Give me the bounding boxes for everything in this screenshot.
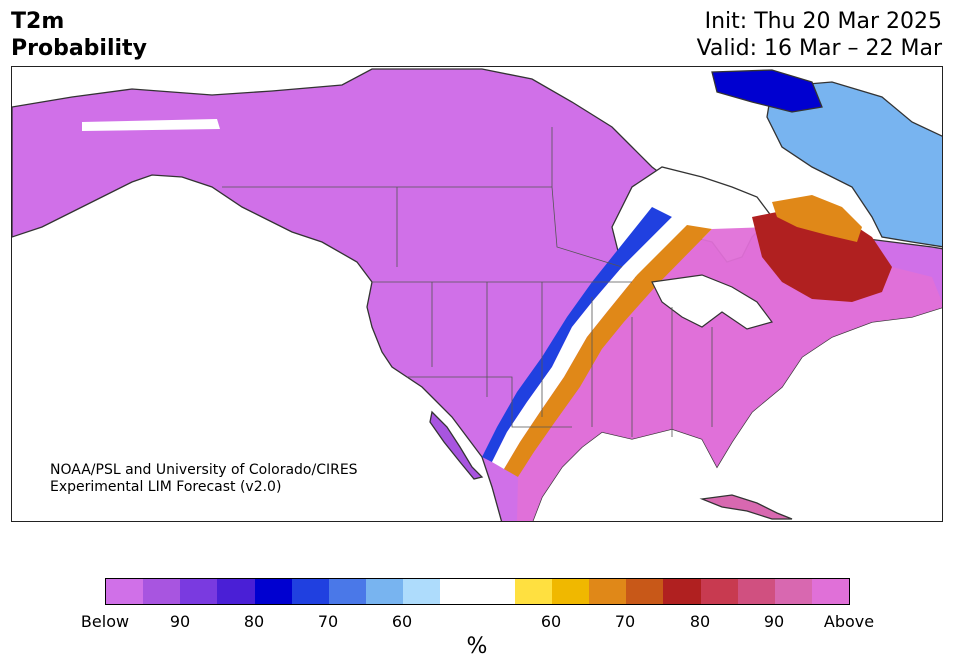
- probability-map: NOAA/PSL and University of Colorado/CIRE…: [11, 66, 943, 522]
- colorbar-segment: [217, 579, 255, 604]
- title-variable: T2m: [11, 9, 65, 34]
- chart-title: T2m Probability: [11, 8, 147, 62]
- transition-band-white: [492, 217, 687, 469]
- title-metric: Probability: [11, 36, 147, 61]
- arctic-white-patch: [82, 119, 220, 131]
- colorbar-segment: [551, 579, 590, 604]
- init-date: Init: Thu 20 Mar 2025: [704, 9, 942, 34]
- credit-line-2: Experimental LIM Forecast (v2.0): [50, 479, 282, 495]
- great-lakes: [651, 274, 774, 330]
- colorbar-segment: [403, 579, 441, 604]
- colorbar-segment: [663, 579, 701, 604]
- colorbar-segment: [737, 579, 775, 604]
- colorbar-tick-label: 90: [763, 612, 785, 631]
- transition-band-blue: [482, 207, 672, 462]
- quebec-core: [772, 195, 862, 242]
- colorbar-segment: [514, 579, 552, 604]
- colorbar-segment: [180, 579, 218, 604]
- colorbar-tick-label: 70: [614, 612, 636, 631]
- colorbar-segment: [106, 579, 144, 604]
- colorbar-tick-label: 60: [391, 612, 413, 631]
- credit-line-1: NOAA/PSL and University of Colorado/CIRE…: [50, 462, 358, 478]
- credit-text: NOAA/PSL and University of Colorado/CIRE…: [50, 462, 358, 496]
- colorbar-tick-label: 80: [689, 612, 711, 631]
- map-canvas: [12, 68, 942, 521]
- colorbar-tick-label: 60: [540, 612, 562, 631]
- colorbar-segment: [291, 579, 329, 604]
- colorbar: [105, 578, 850, 605]
- colorbar-segment: [477, 579, 515, 604]
- colorbar-tick-label: 80: [243, 612, 265, 631]
- colorbar-tick-label: Above: [823, 612, 875, 631]
- greenland-patch: [711, 69, 823, 113]
- colorbar-segment: [440, 579, 478, 604]
- colorbar-segment: [328, 579, 367, 604]
- colorbar-segment: [366, 579, 404, 604]
- colorbar-tick-label: 90: [169, 612, 191, 631]
- colorbar-segment: [589, 579, 627, 604]
- cuba: [699, 494, 793, 520]
- date-info: Init: Thu 20 Mar 2025 Valid: 16 Mar – 22…: [697, 8, 942, 62]
- colorbar-tick-label: 70: [317, 612, 339, 631]
- colorbar-unit: %: [466, 634, 488, 659]
- colorbar-segment: [811, 579, 850, 604]
- colorbar-segment: [143, 579, 181, 604]
- valid-date: Valid: 16 Mar – 22 Mar: [696, 36, 942, 61]
- colorbar-segment: [626, 579, 664, 604]
- colorbar-tick-label: Below: [80, 612, 130, 631]
- political-borders: [222, 127, 713, 437]
- labrador-below-normal: [766, 81, 942, 248]
- colorbar-segment: [774, 579, 812, 604]
- baja-peninsula: [429, 410, 484, 480]
- transition-band-orange: [504, 225, 712, 477]
- colorbar-segment: [700, 579, 738, 604]
- colorbar-segment: [254, 579, 292, 604]
